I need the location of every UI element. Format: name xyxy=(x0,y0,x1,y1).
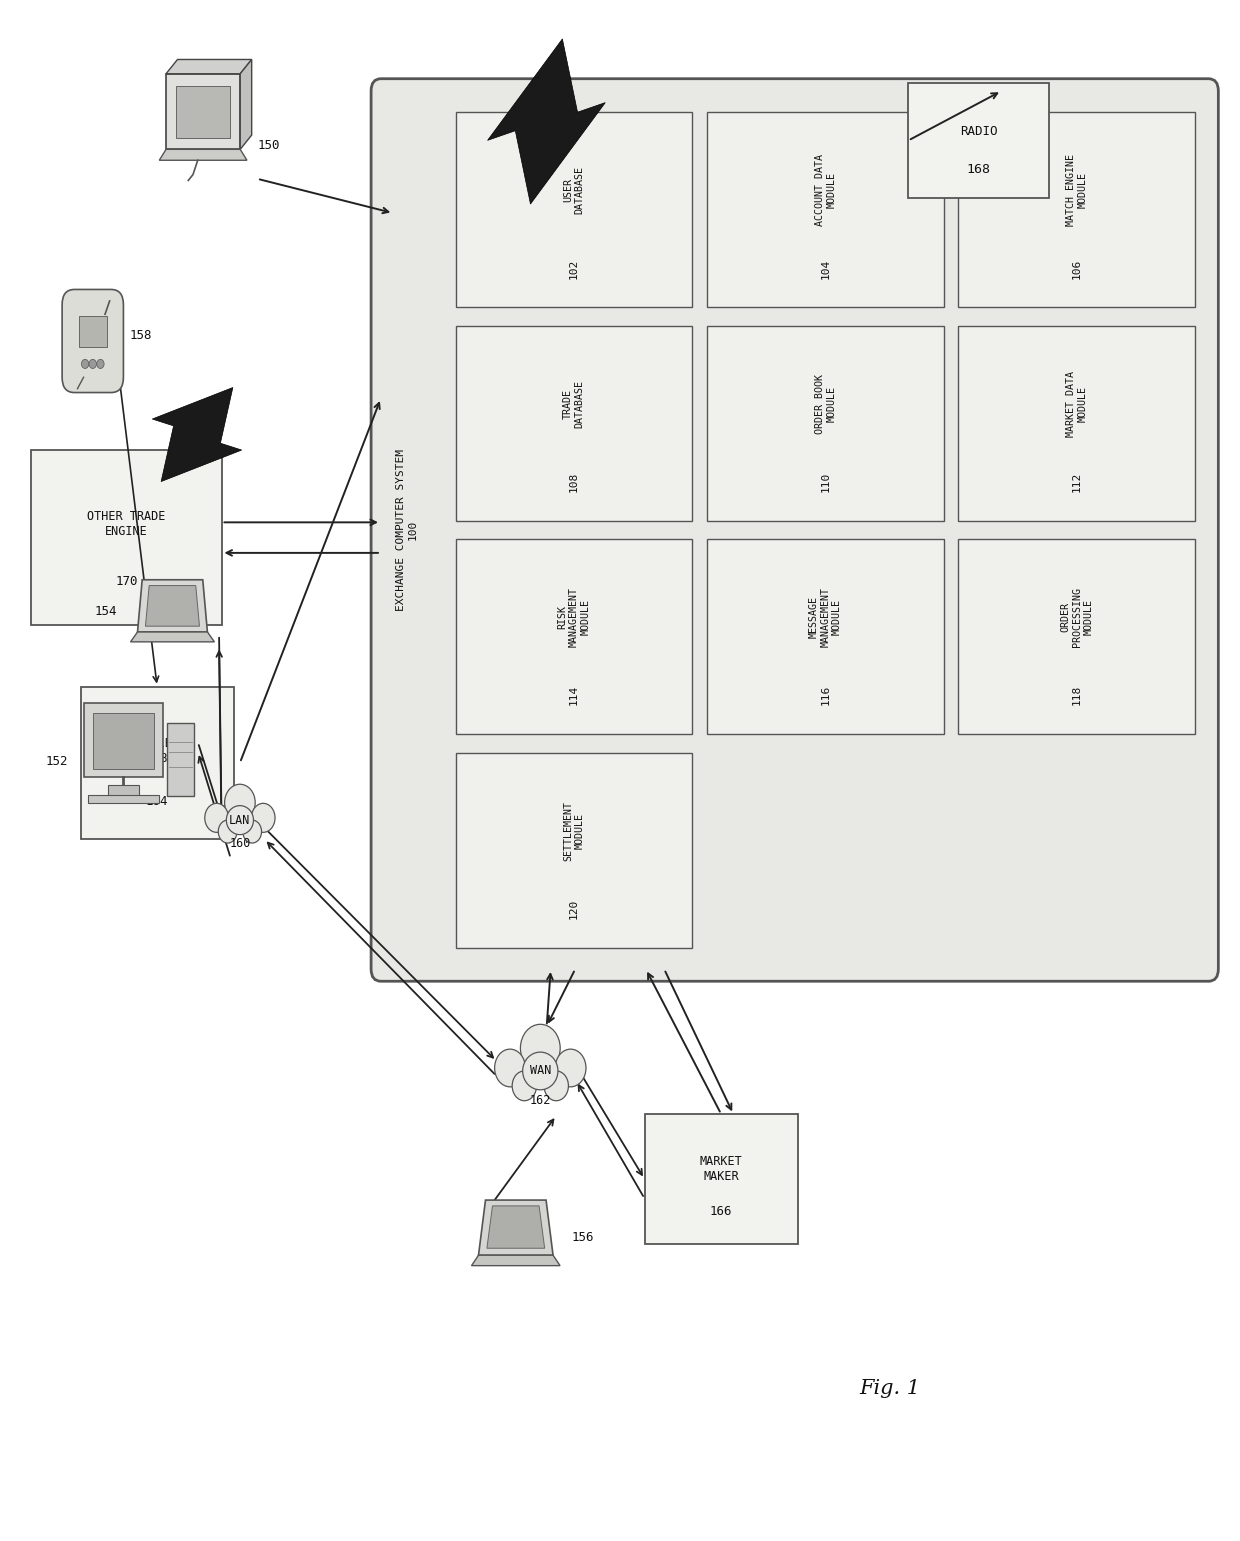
Text: 160: 160 xyxy=(229,837,250,849)
FancyBboxPatch shape xyxy=(108,786,139,797)
FancyBboxPatch shape xyxy=(84,703,162,777)
Text: 106: 106 xyxy=(1071,259,1081,279)
Text: 156: 156 xyxy=(572,1231,594,1244)
Text: 164: 164 xyxy=(146,795,169,807)
Polygon shape xyxy=(241,60,252,149)
FancyBboxPatch shape xyxy=(62,290,124,393)
FancyBboxPatch shape xyxy=(88,795,159,803)
FancyBboxPatch shape xyxy=(959,112,1195,307)
Polygon shape xyxy=(471,1256,560,1265)
Text: RADIO: RADIO xyxy=(960,125,997,137)
FancyBboxPatch shape xyxy=(166,723,193,797)
Text: USER
DATABASE: USER DATABASE xyxy=(563,166,585,214)
Text: SETTLEMENT
MODULE: SETTLEMENT MODULE xyxy=(563,801,585,860)
FancyBboxPatch shape xyxy=(707,539,944,734)
Text: 104: 104 xyxy=(821,259,831,279)
Polygon shape xyxy=(487,39,605,203)
Text: 110: 110 xyxy=(821,472,831,492)
Text: Fig. 1: Fig. 1 xyxy=(859,1379,920,1399)
Ellipse shape xyxy=(205,803,228,832)
Text: WIRELESS
HUB: WIRELESS HUB xyxy=(129,737,186,764)
Text: ORDER
PROCESSING
MODULE: ORDER PROCESSING MODULE xyxy=(1060,587,1094,647)
FancyBboxPatch shape xyxy=(456,539,692,734)
Polygon shape xyxy=(166,74,241,149)
Ellipse shape xyxy=(556,1049,587,1086)
Text: LAN: LAN xyxy=(229,814,250,826)
Ellipse shape xyxy=(544,1071,568,1100)
Text: 170: 170 xyxy=(115,575,138,589)
Text: 118: 118 xyxy=(1071,686,1081,706)
Text: 154: 154 xyxy=(94,606,117,618)
Text: WAN: WAN xyxy=(529,1065,551,1077)
Polygon shape xyxy=(487,1207,544,1248)
FancyBboxPatch shape xyxy=(707,112,944,307)
FancyBboxPatch shape xyxy=(93,713,154,769)
Ellipse shape xyxy=(521,1025,560,1073)
Text: RISK
MANAGEMENT
MODULE: RISK MANAGEMENT MODULE xyxy=(558,587,590,647)
FancyBboxPatch shape xyxy=(456,325,692,521)
Text: 158: 158 xyxy=(129,328,153,342)
Ellipse shape xyxy=(523,1053,558,1089)
Ellipse shape xyxy=(218,820,237,843)
Ellipse shape xyxy=(252,803,275,832)
Text: MATCH ENGINE
MODULE: MATCH ENGINE MODULE xyxy=(1066,154,1087,227)
Polygon shape xyxy=(159,149,247,160)
Text: MESSAGE
MANAGEMENT
MODULE: MESSAGE MANAGEMENT MODULE xyxy=(808,587,842,647)
Text: MARKET DATA
MODULE: MARKET DATA MODULE xyxy=(1066,371,1087,436)
Ellipse shape xyxy=(224,784,255,821)
Text: 102: 102 xyxy=(569,259,579,279)
Text: EXCHANGE COMPUTER SYSTEM
100: EXCHANGE COMPUTER SYSTEM 100 xyxy=(396,448,417,610)
Text: 150: 150 xyxy=(257,139,279,151)
Text: 168: 168 xyxy=(967,163,991,176)
Ellipse shape xyxy=(243,820,262,843)
Text: TRADE
DATABASE: TRADE DATABASE xyxy=(563,379,585,428)
Polygon shape xyxy=(176,86,231,139)
FancyBboxPatch shape xyxy=(959,325,1195,521)
FancyBboxPatch shape xyxy=(908,83,1049,197)
Text: 112: 112 xyxy=(1071,472,1081,492)
Text: 114: 114 xyxy=(569,686,579,706)
Ellipse shape xyxy=(495,1049,526,1086)
Text: 152: 152 xyxy=(46,755,68,769)
Circle shape xyxy=(97,359,104,368)
FancyBboxPatch shape xyxy=(645,1114,797,1244)
Text: 116: 116 xyxy=(821,686,831,706)
Text: OTHER TRADE
ENGINE: OTHER TRADE ENGINE xyxy=(87,510,166,538)
Text: 166: 166 xyxy=(711,1205,733,1217)
Text: 162: 162 xyxy=(529,1094,551,1108)
Circle shape xyxy=(89,359,97,368)
FancyBboxPatch shape xyxy=(31,450,222,626)
FancyBboxPatch shape xyxy=(81,686,234,840)
Text: 120: 120 xyxy=(569,898,579,918)
Text: ORDER BOOK
MODULE: ORDER BOOK MODULE xyxy=(815,374,836,433)
Polygon shape xyxy=(138,579,207,632)
Polygon shape xyxy=(145,586,200,626)
Text: ACCOUNT DATA
MODULE: ACCOUNT DATA MODULE xyxy=(815,154,836,227)
Polygon shape xyxy=(130,632,215,643)
Ellipse shape xyxy=(512,1071,537,1100)
Circle shape xyxy=(82,359,89,368)
FancyBboxPatch shape xyxy=(707,325,944,521)
Text: MARKET
MAKER: MARKET MAKER xyxy=(699,1154,743,1182)
FancyBboxPatch shape xyxy=(456,752,692,948)
Polygon shape xyxy=(479,1200,553,1256)
FancyBboxPatch shape xyxy=(371,79,1219,982)
FancyBboxPatch shape xyxy=(959,539,1195,734)
FancyBboxPatch shape xyxy=(456,112,692,307)
Ellipse shape xyxy=(227,806,253,835)
Polygon shape xyxy=(166,60,252,74)
Text: 108: 108 xyxy=(569,472,579,492)
Polygon shape xyxy=(153,387,242,481)
FancyBboxPatch shape xyxy=(79,316,107,347)
